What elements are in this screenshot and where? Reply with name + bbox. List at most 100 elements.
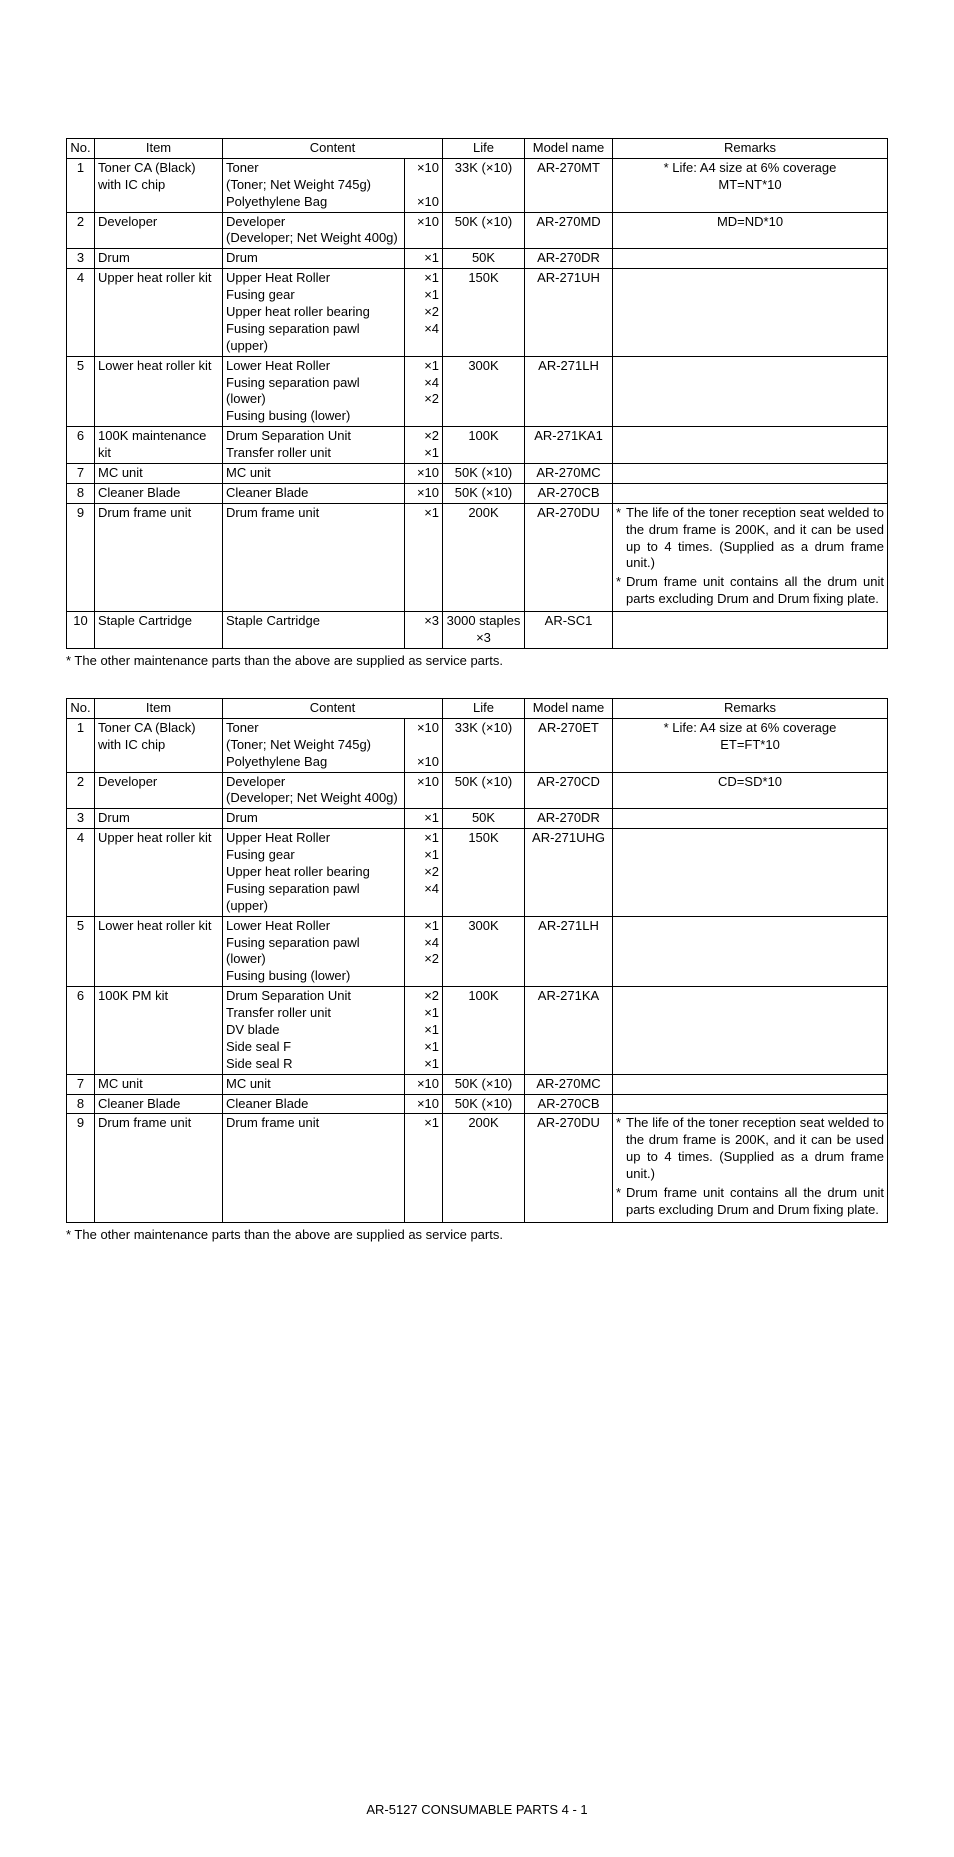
header-no: No. (67, 139, 95, 159)
cell-life: 33K (×10) (443, 158, 525, 212)
header-content: Content (223, 139, 443, 159)
cell-content: Drum frame unit (223, 1114, 405, 1222)
cell-model: AR-270CB (525, 483, 613, 503)
header-model: Model name (525, 698, 613, 718)
cell-qty: ×10 (405, 212, 443, 249)
cell-life: 300K (443, 916, 525, 987)
cell-content: Drum (223, 249, 405, 269)
cell-content: Drum (223, 809, 405, 829)
cell-item: 100K PM kit (95, 987, 223, 1074)
cell-qty: ×10 (405, 1074, 443, 1094)
table-row: 4Upper heat roller kitUpper Heat RollerF… (67, 829, 888, 916)
cell-no: 1 (67, 158, 95, 212)
cell-content: Lower Heat RollerFusing separation pawl … (223, 356, 405, 427)
table-row: 6100K PM kitDrum Separation UnitTransfer… (67, 987, 888, 1074)
cell-item: Lower heat roller kit (95, 916, 223, 987)
cell-item: Drum frame unit (95, 1114, 223, 1222)
cell-life: 200K (443, 503, 525, 611)
cell-qty: ×1×4×2 (405, 916, 443, 987)
parts-table-2: No. Item Content Life Model name Remarks… (66, 698, 888, 1223)
cell-model: AR-270DU (525, 503, 613, 611)
cell-no: 9 (67, 503, 95, 611)
cell-content: MC unit (223, 464, 405, 484)
cell-remarks (613, 612, 888, 649)
cell-qty: ×10 ×10 (405, 158, 443, 212)
cell-remarks (613, 464, 888, 484)
cell-life: 50K (×10) (443, 483, 525, 503)
cell-qty: ×2×1×1×1×1 (405, 987, 443, 1074)
cell-life: 50K (×10) (443, 464, 525, 484)
cell-life: 50K (×10) (443, 1074, 525, 1094)
cell-model: AR-270CB (525, 1094, 613, 1114)
cell-no: 5 (67, 916, 95, 987)
cell-remarks (613, 1074, 888, 1094)
cell-no: 5 (67, 356, 95, 427)
header-remarks: Remarks (613, 139, 888, 159)
cell-remarks (613, 809, 888, 829)
table-header-row: No. Item Content Life Model name Remarks (67, 139, 888, 159)
cell-remarks: *The life of the toner reception seat we… (613, 503, 888, 611)
table-row: 2DeveloperDeveloper(Developer; Net Weigh… (67, 772, 888, 809)
cell-remarks: CD=SD*10 (613, 772, 888, 809)
cell-remarks (613, 269, 888, 356)
header-item: Item (95, 139, 223, 159)
cell-content: Drum Separation UnitTransfer roller unit… (223, 987, 405, 1074)
cell-no: 2 (67, 772, 95, 809)
cell-remarks (613, 483, 888, 503)
table-row: 5Lower heat roller kitLower Heat RollerF… (67, 356, 888, 427)
cell-life: 33K (×10) (443, 718, 525, 772)
table-row: 8Cleaner BladeCleaner Blade×1050K (×10)A… (67, 1094, 888, 1114)
cell-model: AR-270CD (525, 772, 613, 809)
cell-no: 1 (67, 718, 95, 772)
cell-qty: ×10 (405, 772, 443, 809)
cell-no: 8 (67, 1094, 95, 1114)
cell-no: 8 (67, 483, 95, 503)
header-no: No. (67, 698, 95, 718)
table-row: 4Upper heat roller kitUpper Heat RollerF… (67, 269, 888, 356)
cell-content: Upper Heat RollerFusing gearUpper heat r… (223, 269, 405, 356)
cell-item: Staple Cartridge (95, 612, 223, 649)
cell-item: Drum (95, 249, 223, 269)
cell-no: 7 (67, 1074, 95, 1094)
cell-qty: ×10 ×10 (405, 718, 443, 772)
cell-model: AR-271LH (525, 356, 613, 427)
cell-qty: ×1 (405, 503, 443, 611)
cell-no: 9 (67, 1114, 95, 1222)
cell-remarks: * Life: A4 size at 6% coverageMT=NT*10 (613, 158, 888, 212)
cell-no: 6 (67, 427, 95, 464)
cell-model: AR-270DR (525, 809, 613, 829)
cell-item: MC unit (95, 464, 223, 484)
cell-model: AR-271KA (525, 987, 613, 1074)
cell-item: Cleaner Blade (95, 1094, 223, 1114)
cell-qty: ×10 (405, 464, 443, 484)
cell-qty: ×1 (405, 249, 443, 269)
cell-content: MC unit (223, 1074, 405, 1094)
cell-no: 4 (67, 269, 95, 356)
footnote-1: * The other maintenance parts than the a… (66, 653, 888, 668)
cell-model: AR-270MC (525, 464, 613, 484)
table-row: 9Drum frame unitDrum frame unit×1200KAR-… (67, 1114, 888, 1222)
cell-content: Toner(Toner; Net Weight 745g)Polyethylen… (223, 158, 405, 212)
cell-life: 3000 staples ×3 (443, 612, 525, 649)
cell-model: AR-270MT (525, 158, 613, 212)
cell-item: Upper heat roller kit (95, 829, 223, 916)
cell-content: Cleaner Blade (223, 1094, 405, 1114)
cell-content: Upper Heat RollerFusing gearUpper heat r… (223, 829, 405, 916)
table-row: 10Staple CartridgeStaple Cartridge×33000… (67, 612, 888, 649)
cell-remarks (613, 249, 888, 269)
table-row: 6100K maintenance kitDrum Separation Uni… (67, 427, 888, 464)
header-item: Item (95, 698, 223, 718)
cell-no: 4 (67, 829, 95, 916)
cell-no: 3 (67, 249, 95, 269)
cell-life: 50K (×10) (443, 772, 525, 809)
cell-item: MC unit (95, 1074, 223, 1094)
header-life: Life (443, 139, 525, 159)
cell-qty: ×10 (405, 1094, 443, 1114)
cell-model: AR-270MC (525, 1074, 613, 1094)
cell-model: AR-270MD (525, 212, 613, 249)
cell-content: Drum frame unit (223, 503, 405, 611)
cell-remarks (613, 829, 888, 916)
cell-item: Developer (95, 212, 223, 249)
cell-life: 100K (443, 987, 525, 1074)
cell-qty: ×1×1×2×4 (405, 829, 443, 916)
